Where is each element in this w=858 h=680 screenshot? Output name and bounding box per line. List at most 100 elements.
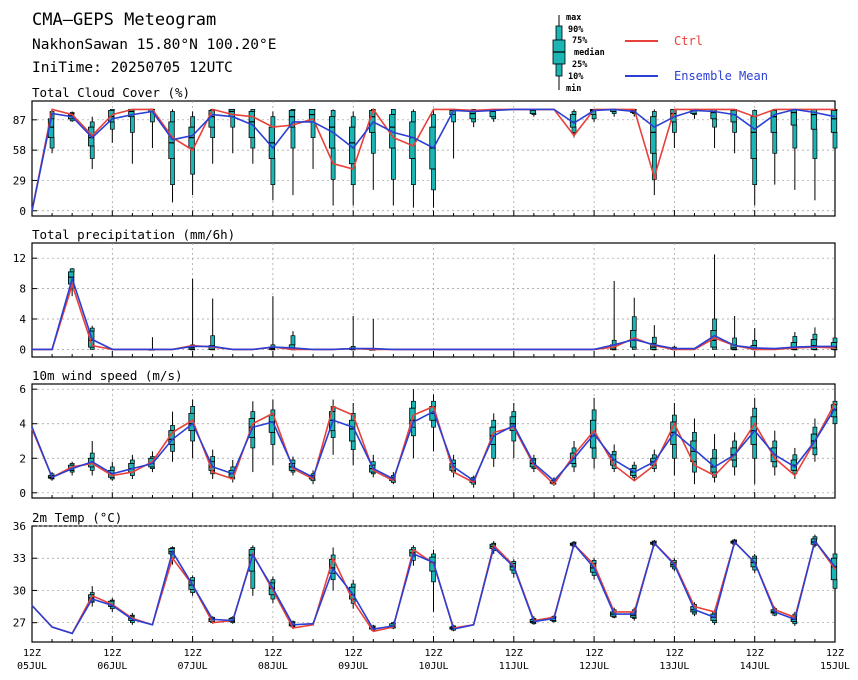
box-lower-tail: [752, 158, 758, 185]
box-lower-tail: [571, 126, 577, 133]
legend-ctrl: Ctrl: [625, 34, 703, 48]
y-tick-label: 12: [13, 252, 26, 265]
box-upper-tail: [732, 440, 737, 449]
panel-title-wind: 10m wind speed (m/s): [32, 368, 183, 383]
box-upper-tail: [350, 583, 356, 588]
ensemble-box: [188, 111, 195, 196]
ensemble-box: [128, 108, 135, 164]
box-upper-tail: [431, 114, 436, 128]
box-lower-tail: [712, 118, 717, 128]
ensemble-box: [630, 297, 637, 350]
x-tick-date-label: 12JUL: [579, 661, 609, 672]
box-lower-tail: [190, 147, 195, 175]
x-tick-date-label: 10JUL: [418, 661, 448, 672]
box-lower-tail: [832, 416, 838, 425]
x-tick-hour-label: 12Z: [424, 648, 442, 659]
ensemble-box: [790, 447, 798, 479]
box-lower-tail: [812, 128, 818, 159]
box-body: [790, 108, 797, 126]
box-lower-tail: [471, 118, 476, 123]
x-tick-hour-label: 12Z: [344, 648, 362, 659]
box-lower-tail: [250, 137, 256, 149]
box-upper-tail: [170, 111, 175, 123]
y-tick-label: 4: [19, 418, 26, 431]
box-lower-tail: [451, 114, 456, 123]
box-lower-tail: [431, 570, 436, 583]
ensemble-box: [369, 319, 376, 351]
ensemble-box: [369, 109, 376, 190]
box-lower-tail: [491, 444, 497, 459]
ensemble-mean-line: [32, 275, 835, 351]
box-upper-tail: [69, 268, 75, 273]
box-lower-tail: [672, 444, 677, 459]
ensemble-box: [610, 444, 617, 473]
box-upper-tail: [651, 336, 657, 344]
box-upper-tail: [391, 109, 396, 115]
box-upper-tail: [732, 337, 737, 346]
box-upper-tail: [190, 116, 195, 128]
box-upper-tail: [752, 339, 758, 346]
ensemble-box: [389, 109, 396, 206]
box-upper-tail: [210, 456, 216, 463]
box-upper-tail: [651, 454, 657, 459]
ensemble-box: [610, 281, 617, 351]
station-location: NakhonSawan 15.80°N 100.20°E: [32, 37, 276, 53]
panel-title-temp: 2m Temp (°C): [32, 510, 122, 525]
box-upper-tail: [411, 111, 416, 123]
ensemble-box: [349, 315, 356, 351]
box-upper-tail: [692, 432, 697, 442]
box-upper-tail: [130, 459, 135, 464]
box-upper-tail: [792, 454, 798, 461]
ensemble-box: [288, 109, 296, 196]
box-lower-tail: [832, 132, 838, 149]
init-time: IniTime: 20250705 12UTC: [32, 60, 233, 76]
legend-label-median: median: [574, 47, 605, 58]
box-upper-tail: [109, 466, 115, 471]
box-lower-tail: [391, 147, 396, 180]
box-lower-tail: [330, 430, 336, 438]
y-tick-label: 0: [19, 343, 26, 356]
box-upper-tail: [190, 577, 195, 582]
box-lower-tail: [772, 461, 778, 468]
box-lower-tail: [752, 444, 758, 459]
box-upper-tail: [89, 121, 95, 128]
box-body: [168, 121, 175, 159]
ensemble-box: [750, 109, 758, 206]
box-upper-tail: [511, 411, 517, 418]
legend-box-labels: max 90% 75% median 25% 10% min: [566, 13, 605, 94]
box-lower-tail: [511, 430, 517, 442]
box-upper-tail: [170, 425, 175, 431]
box-upper-tail: [752, 407, 758, 418]
box-upper-tail: [89, 452, 95, 459]
x-tick-date-label: 09JUL: [338, 661, 368, 672]
box-lower-tail: [310, 121, 316, 138]
ensemble-box: [188, 278, 195, 351]
box-lower-tail: [571, 463, 577, 468]
y-tick-label: 58: [13, 144, 26, 157]
y-tick-label: 0: [19, 487, 26, 500]
x-tick-hour-label: 12Z: [585, 648, 603, 659]
ensemble-box: [409, 109, 416, 208]
box-upper-tail: [210, 335, 216, 346]
box-lower-tail: [370, 132, 376, 154]
box-lower-tail: [732, 459, 737, 468]
box-body: [288, 110, 296, 128]
ensemble-box: [248, 545, 256, 596]
box-upper-tail: [250, 411, 256, 419]
ensemble-box: [188, 399, 195, 459]
legend-box-glyph: [552, 15, 566, 90]
box-body: [650, 116, 657, 154]
y-tick-label: 29: [13, 174, 26, 187]
box-upper-tail: [591, 409, 597, 421]
box-upper-tail: [832, 553, 838, 559]
x-tick-hour-label: 12Z: [184, 648, 202, 659]
box-lower-tail: [230, 116, 236, 128]
legend-mean-label: Ensemble Mean: [674, 69, 768, 83]
box-lower-tail: [250, 437, 256, 449]
panel-title-cloud: Total Cloud Cover (%): [32, 85, 190, 100]
ensemble-box: [710, 108, 717, 149]
ensemble-box: [429, 549, 436, 612]
ensemble-box: [790, 108, 798, 190]
ensemble-box: [650, 109, 657, 196]
